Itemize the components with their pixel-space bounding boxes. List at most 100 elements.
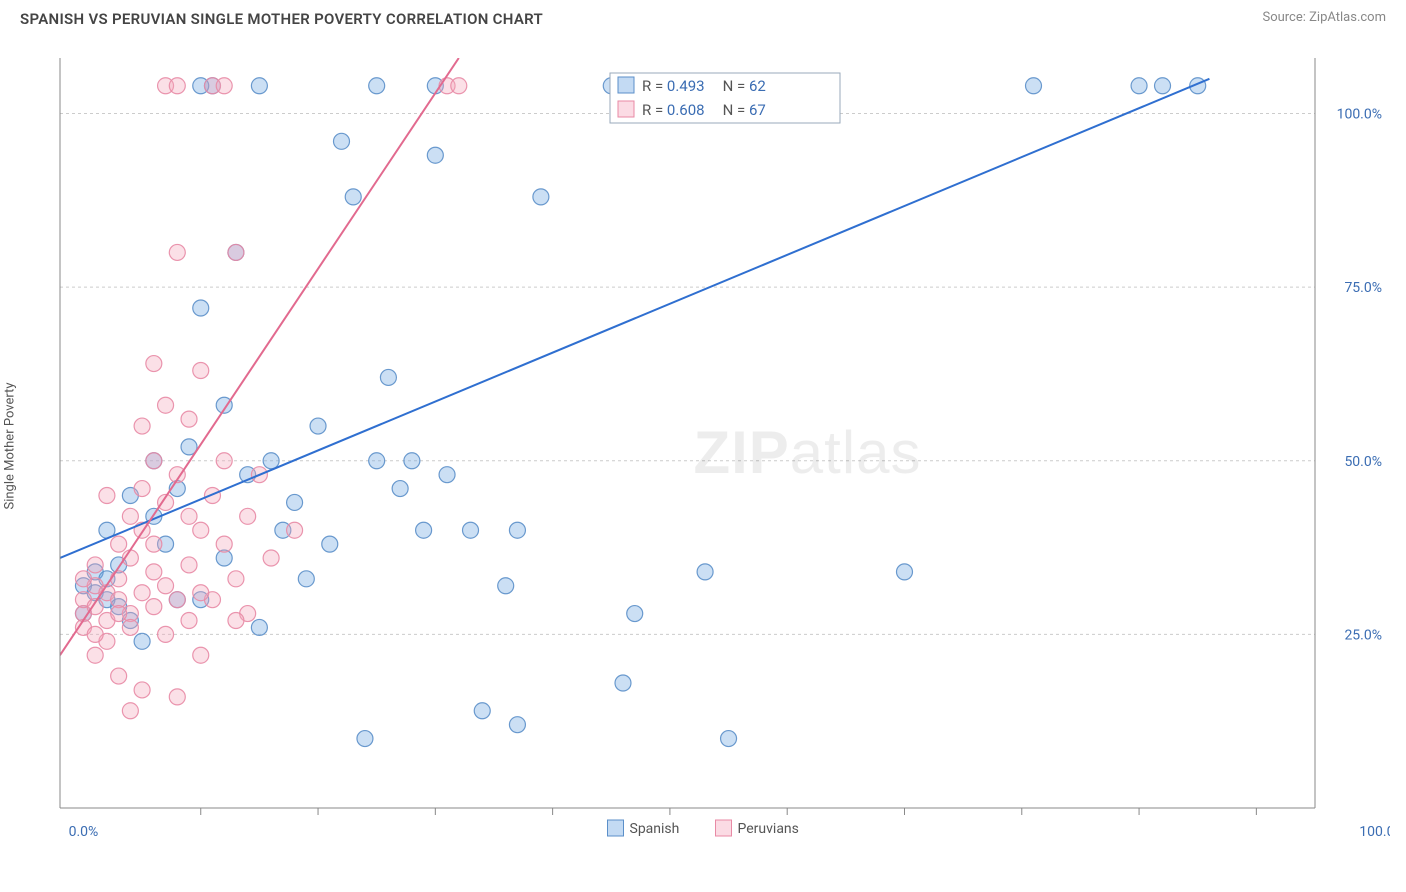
svg-text:R = 0.608N = 67: R = 0.608N = 67 bbox=[642, 101, 766, 119]
data-point bbox=[193, 300, 209, 316]
data-point bbox=[181, 411, 197, 427]
svg-text:0.0%: 0.0% bbox=[69, 824, 99, 838]
data-point bbox=[111, 571, 127, 587]
svg-text:100.0%: 100.0% bbox=[1337, 107, 1382, 123]
data-point bbox=[251, 619, 267, 635]
data-point bbox=[627, 606, 643, 622]
data-point bbox=[122, 508, 138, 524]
svg-text:ZIPatlas: ZIPatlas bbox=[693, 419, 921, 486]
data-point bbox=[228, 613, 244, 629]
data-point bbox=[263, 550, 279, 566]
data-point bbox=[134, 481, 150, 497]
data-point bbox=[463, 522, 479, 538]
data-point bbox=[75, 571, 91, 587]
data-point bbox=[380, 369, 396, 385]
data-point bbox=[369, 453, 385, 469]
data-point bbox=[193, 363, 209, 379]
data-point bbox=[146, 564, 162, 580]
svg-text:Peruvians: Peruvians bbox=[738, 821, 799, 837]
data-point bbox=[228, 244, 244, 260]
data-point bbox=[287, 494, 303, 510]
svg-text:100.0%: 100.0% bbox=[1359, 824, 1390, 838]
chart-title: SPANISH VS PERUVIAN SINGLE MOTHER POVERT… bbox=[20, 10, 543, 28]
data-point bbox=[416, 522, 432, 538]
data-point bbox=[87, 557, 103, 573]
data-point bbox=[169, 689, 185, 705]
scatter-chart-svg: ZIPatlas 25.0% 50.0% 75.0% 100.0% 0.0% 100.0% R… bbox=[50, 48, 1390, 838]
data-point bbox=[87, 647, 103, 663]
data-point bbox=[134, 682, 150, 698]
data-point bbox=[99, 488, 115, 504]
data-point bbox=[134, 633, 150, 649]
data-point bbox=[216, 536, 232, 552]
data-point bbox=[169, 78, 185, 94]
data-point bbox=[181, 557, 197, 573]
correlation-legend: R = 0.493N = 62 R = 0.608N = 67 bbox=[610, 73, 840, 123]
data-point bbox=[697, 564, 713, 580]
data-point bbox=[509, 717, 525, 733]
data-point bbox=[111, 536, 127, 552]
data-point bbox=[193, 522, 209, 538]
source-link[interactable]: ZipAtlas.com bbox=[1309, 10, 1386, 25]
data-point bbox=[146, 536, 162, 552]
data-point bbox=[158, 397, 174, 413]
source-credit: Source: ZipAtlas.com bbox=[1262, 10, 1386, 25]
data-point bbox=[533, 189, 549, 205]
data-point bbox=[193, 647, 209, 663]
data-point bbox=[146, 453, 162, 469]
data-point bbox=[310, 418, 326, 434]
trend-line bbox=[60, 58, 459, 655]
data-point bbox=[427, 147, 443, 163]
series-legend: SpanishPeruvians bbox=[608, 820, 799, 837]
data-point bbox=[498, 578, 514, 594]
data-point bbox=[111, 668, 127, 684]
data-point bbox=[474, 703, 490, 719]
data-point bbox=[369, 78, 385, 94]
data-point bbox=[111, 606, 127, 622]
source-prefix: Source: bbox=[1262, 10, 1309, 25]
data-point bbox=[193, 585, 209, 601]
data-point bbox=[240, 508, 256, 524]
data-point bbox=[721, 731, 737, 747]
data-point bbox=[509, 522, 525, 538]
y-axis-label: Single Mother Poverty bbox=[3, 382, 18, 509]
svg-text:25.0%: 25.0% bbox=[1344, 627, 1382, 643]
data-point bbox=[181, 613, 197, 629]
data-point bbox=[87, 626, 103, 642]
data-point bbox=[357, 731, 373, 747]
svg-text:75.0%: 75.0% bbox=[1344, 280, 1382, 296]
data-point bbox=[134, 585, 150, 601]
data-point bbox=[169, 592, 185, 608]
data-point bbox=[146, 356, 162, 372]
data-point bbox=[122, 703, 138, 719]
data-point bbox=[392, 481, 408, 497]
trend-line bbox=[60, 79, 1209, 558]
data-point bbox=[216, 453, 232, 469]
data-point bbox=[158, 626, 174, 642]
data-point bbox=[333, 133, 349, 149]
data-point bbox=[1131, 78, 1147, 94]
chart-header: SPANISH VS PERUVIAN SINGLE MOTHER POVERT… bbox=[0, 0, 1406, 40]
svg-text:50.0%: 50.0% bbox=[1344, 454, 1382, 470]
data-point bbox=[146, 599, 162, 615]
data-point bbox=[439, 467, 455, 483]
data-point bbox=[896, 564, 912, 580]
data-point bbox=[451, 78, 467, 94]
data-point bbox=[287, 522, 303, 538]
data-point bbox=[122, 619, 138, 635]
data-point bbox=[615, 675, 631, 691]
data-point bbox=[181, 508, 197, 524]
data-point bbox=[251, 78, 267, 94]
data-point bbox=[1155, 78, 1171, 94]
data-point bbox=[216, 78, 232, 94]
data-point bbox=[1026, 78, 1042, 94]
data-point bbox=[169, 244, 185, 260]
data-point bbox=[322, 536, 338, 552]
data-point bbox=[134, 418, 150, 434]
data-point bbox=[345, 189, 361, 205]
data-point bbox=[158, 578, 174, 594]
svg-text:R = 0.493N = 62: R = 0.493N = 62 bbox=[642, 77, 766, 95]
chart-plot: ZIPatlas 25.0% 50.0% 75.0% 100.0% 0.0% 100.0% R… bbox=[50, 48, 1390, 838]
data-point bbox=[263, 453, 279, 469]
data-point bbox=[298, 571, 314, 587]
